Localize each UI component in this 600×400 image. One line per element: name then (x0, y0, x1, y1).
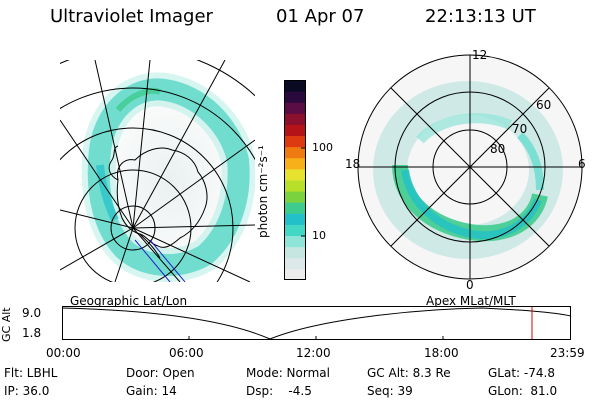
colorbar-swatch (284, 246, 306, 259)
colorbar-swatch (284, 224, 306, 237)
mlat-label-60: 60 (536, 98, 552, 112)
colorbar-swatch (284, 268, 306, 280)
colorbar-swatch (284, 80, 306, 92)
colorbar-swatch (284, 235, 306, 248)
alt-ylabel: GC Alt (0, 307, 13, 342)
mlat-label-70: 70 (512, 122, 528, 136)
mlt-label-12: 12 (472, 48, 488, 62)
status-dsp: Dsp: -4.5 (246, 384, 312, 398)
status-glon: GLon: 81.0 (488, 384, 558, 398)
status-filter: Flt: LBHL (4, 366, 58, 380)
date-label: 01 Apr 07 (276, 6, 365, 27)
colorbar-tick-100: 100 (312, 141, 333, 154)
status-mode: Mode: Normal (246, 366, 330, 380)
colorbar-swatch (284, 102, 306, 114)
colorbar-unit-label: photon cm⁻²s⁻¹ (256, 145, 270, 238)
colorbar-swatch (284, 202, 306, 214)
mlt-label-0: 0 (466, 278, 474, 292)
geographic-caption: Geographic Lat/Lon (70, 294, 188, 308)
colorbar-swatch (284, 180, 306, 192)
mlat-label-80: 80 (490, 142, 506, 156)
status-ip: IP: 36.0 (4, 384, 50, 398)
time-label: 22:13:13 UT (425, 6, 536, 27)
altitude-plot (62, 306, 572, 340)
alt-xtick-2359: 23:59 (550, 346, 585, 360)
colorbar-tick-10: 10 (312, 229, 326, 242)
colorbar-swatch (284, 257, 306, 270)
geographic-image (60, 54, 583, 282)
colorbar-swatch (284, 191, 306, 203)
status-door: Door: Open (126, 366, 195, 380)
altitude-curve (62, 307, 572, 340)
status-gain: Gain: 14 (126, 384, 177, 398)
instrument-title: Ultraviolet Imager (50, 6, 213, 27)
colorbar-swatch (284, 168, 306, 181)
colorbar-swatch (284, 157, 306, 170)
colorbar (284, 80, 306, 280)
mlt-label-18: 18 (345, 157, 361, 171)
alt-ytick-low: 1.8 (22, 326, 42, 340)
colorbar-swatch (284, 91, 306, 103)
status-glat: GLat: -74.8 (488, 366, 555, 380)
colorbar-swatch (284, 124, 306, 137)
alt-xtick-0600: 06:00 (169, 346, 204, 360)
alt-xtick-1800: 18:00 (424, 346, 459, 360)
alt-ytick-high: 9.0 (22, 306, 42, 320)
colorbar-swatch (284, 146, 306, 159)
colorbar-swatch (284, 113, 306, 125)
alt-xtick-1200: 12:00 (296, 346, 331, 360)
status-seq: Seq: 39 (367, 384, 413, 398)
coastline (116, 147, 208, 248)
mlt-label-6: 6 (578, 157, 586, 171)
status-gc-alt: GC Alt: 8.3 Re (367, 366, 451, 380)
alt-xtick-0000: 00:00 (46, 346, 81, 360)
colorbar-swatch (284, 213, 306, 225)
magnetic-caption: Apex MLat/MLT (426, 294, 516, 308)
colorbar-swatch (284, 135, 306, 148)
